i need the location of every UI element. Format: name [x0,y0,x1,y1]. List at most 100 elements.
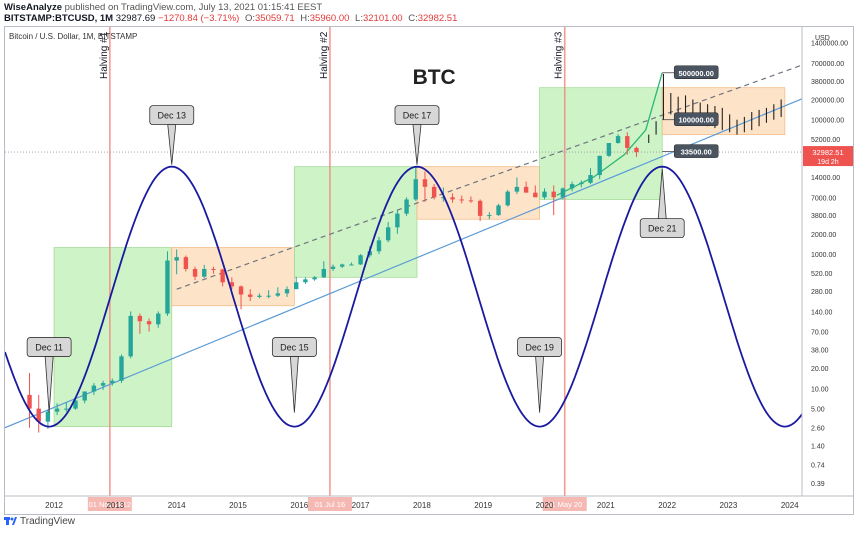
tradingview-footer[interactable]: TradingView [4,516,75,527]
candle-body [119,356,124,381]
open-label: O: [244,13,255,24]
candle-body [202,268,207,277]
level-tag-label: 500000.00 [678,69,713,78]
candle-body [487,215,492,217]
support-trendline [5,98,803,429]
candle-body [303,279,308,283]
cycle-top-callout-pointer [412,124,422,165]
candle-body [459,199,464,201]
y-tick-label: 1000.00 [811,252,836,259]
cycle-bottom-callout-label: Dec 15 [280,343,309,353]
candle-body [238,286,244,295]
candle-body [579,182,584,185]
chart-title: BTC [413,66,456,89]
candle-body [468,200,474,202]
y-tick-label: 520.00 [811,271,833,278]
halving-label: Halving #1 [99,31,110,79]
candle-body [533,192,538,198]
x-tick-label: 2013 [106,501,124,510]
candle-body [551,191,556,198]
halving-date-badge [87,497,132,511]
candle-body [183,257,189,269]
y-tick-label: 2.60 [811,426,825,433]
cycle-bottom-callout-label: Dec 11 [35,343,63,353]
candle-body [64,408,69,410]
candle-body [294,282,299,290]
y-tick-label: 380000.00 [811,79,844,86]
btc-chart[interactable]: Halving #1 01 Nov 2012 Halving #2 01 Jul 16… [5,27,853,514]
y-tick-label: 2000.00 [811,232,836,239]
candle-body [275,293,281,296]
x-tick-label: 2012 [45,501,63,510]
level-tag-label: 33500.00 [681,148,712,157]
y-axis-unit: USD [815,35,830,42]
candle-body [128,315,133,357]
candle-body [450,197,455,200]
publish-info: WiseAnalyze published on TradingView.com… [4,2,322,14]
halving-date-label: 01 Jul 16 [315,500,345,509]
cycle-bottom-callout-pointer [289,356,299,413]
candle-body [349,264,354,266]
orange-cycle-box [661,87,786,136]
candle-body [100,383,106,386]
chart-frame[interactable]: Halving #1 01 Nov 2012 Halving #2 01 Jul 16… [4,26,854,515]
candle-body [339,264,345,267]
x-tick-label: 2023 [720,501,738,510]
y-tick-label: 0.39 [811,481,825,488]
y-tick-label: 70.00 [811,330,829,337]
x-tick-label: 2020 [536,501,554,510]
y-tick-label: 100000.00 [811,118,844,125]
candle-body [615,136,621,144]
candle-body [588,175,593,183]
candle-body [312,277,317,280]
cycle-top-callout-label: Dec 17 [403,111,432,121]
candle-body [91,385,97,392]
halving-date-badge [542,497,587,511]
price-change: −1270.84 (−3.71%) [157,13,240,24]
y-tick-label: 7000.00 [811,195,836,202]
y-tick-label: 700000.00 [811,61,844,68]
x-tick-label: 2022 [658,501,676,510]
y-tick-label: 14000.00 [811,175,840,182]
candle-body [257,295,262,297]
candle-body [634,147,639,153]
y-tick-label: 0.74 [811,462,825,469]
last-price-tag [803,146,853,167]
symbol-name: BITSTAMP:BTCUSD, 1M [4,13,114,24]
y-tick-label: 10.00 [811,386,829,393]
candle-body [542,191,547,198]
candle-body [137,315,143,322]
candle-body [321,268,326,278]
tradingview-logo-icon [4,517,17,525]
x-tick-label: 2017 [352,501,370,510]
candle-body [174,257,179,261]
y-tick-label: 140.00 [811,309,833,316]
low-value: 32101.00 [362,13,403,24]
level-tag [673,65,719,80]
candle-body [395,213,400,228]
candle-body [404,199,409,214]
candle-body [73,400,78,409]
x-tick-label: 2024 [781,501,799,510]
candle-body [146,321,152,325]
candle-body [45,411,51,422]
x-tick-label: 2014 [168,501,186,510]
candle-body [422,179,428,187]
y-tick-label: 20.00 [811,366,829,373]
y-tick-label: 1400000.00 [811,41,848,48]
halving-label: Halving #3 [554,31,565,79]
candle-body [496,205,501,216]
candle-body [284,289,290,294]
projection-trendline [176,64,803,290]
candle-body [156,313,161,325]
chart-subtitle: Bitcoin / U.S. Dollar, 1M, BITSTAMP [9,32,137,41]
candle-body [192,268,198,277]
y-tick-label: 52000.00 [811,137,840,144]
halving-date-label: 01 May 20 [547,500,582,509]
high-value: 35960.00 [309,13,350,24]
candle-body [431,186,437,198]
last-price: 32987.69 [115,13,156,24]
x-tick-label: 2016 [290,501,308,510]
level-tag [673,112,719,126]
candle-body [597,155,602,176]
